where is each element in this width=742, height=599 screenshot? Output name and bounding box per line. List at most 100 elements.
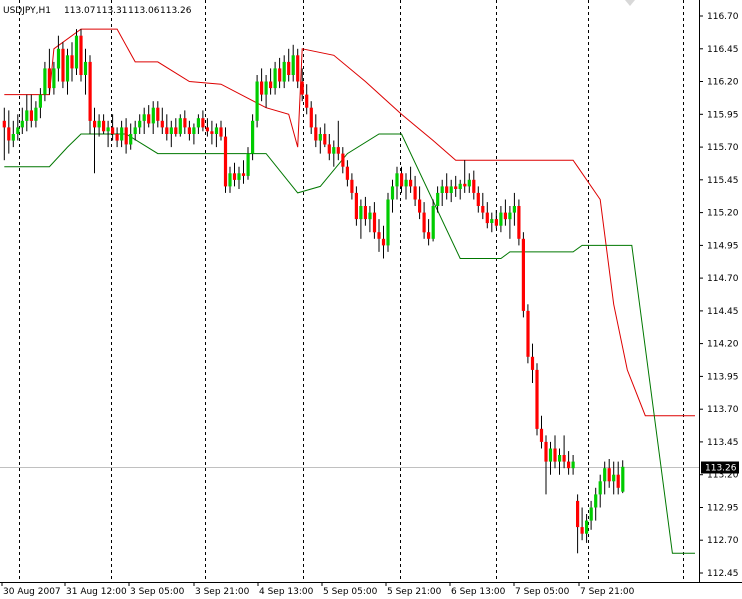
time-tick-label: 6 Sep 13:00 [451,587,506,597]
candle-body [454,186,458,189]
price-axis-labels: 116.70 116.45 116.20 115.95 115.70 115.45 115.… [699,12,739,579]
candle-body [174,127,178,134]
candle-body [147,114,151,124]
candle-body [481,206,485,213]
candle-body [201,118,205,128]
candle-body [354,192,358,220]
time-axis-labels: 30 Aug 2007 31 Aug 12:00 3 Sep 05:00 3 Sep … [1,582,635,597]
candle-body [246,153,250,176]
candle-body [598,481,602,495]
chart-header: USDJPY,H1 113.07 113.31 113.06 113.26 [3,6,192,16]
candle-body [124,127,128,145]
candle-body [214,127,219,134]
candle-body [440,186,444,193]
price-tick-label: 113.95 [707,372,739,382]
candle-body [571,461,575,469]
candle-body [102,120,106,132]
lower-channel-line [4,133,695,554]
candle-body [138,120,142,128]
candle-body [93,120,97,128]
time-tick-label: 5 Sep 21:00 [387,587,442,597]
candle-body [111,127,115,134]
candle-body [445,186,449,193]
candle-body [160,120,164,128]
candle-body [521,238,525,311]
price-tick-label: 112.95 [707,504,739,514]
time-tick-label: 30 Aug 2007 [3,587,61,597]
candle-body [508,212,512,220]
candle-body [61,48,65,82]
candle-body [129,134,133,145]
price-tick-label: 115.20 [707,209,739,219]
candle-body [548,448,553,462]
price-tick-label: 116.45 [707,45,739,55]
time-tick-label: 31 Aug 12:00 [66,587,127,597]
price-tick-label: 114.45 [707,307,739,317]
time-tick-label: 7 Sep 05:00 [515,587,570,597]
candle-body [156,107,160,121]
candle-body [287,61,291,75]
time-tick-label: 3 Sep 05:00 [130,587,185,597]
current-price-value: 113.26 [705,464,737,474]
candle-body [278,68,282,82]
candle-body [530,356,535,370]
candle-body [314,127,318,141]
candle-body [400,173,404,187]
candle-body [418,199,422,213]
price-tick-label: 116.70 [707,12,739,22]
candle-body [341,153,345,167]
candle-body [372,212,377,233]
price-tick-label: 113.20 [707,471,739,481]
candle-body [594,494,598,508]
candle-body [2,120,6,128]
candle-body [336,147,340,154]
candle-body [467,179,471,187]
candle-body [562,455,566,462]
candle-body [300,81,304,95]
candle-body [79,35,83,75]
candle-body [422,212,426,233]
candle-body [178,118,182,134]
candle-body [612,474,616,482]
candle-body [404,179,408,187]
candle-body [38,94,42,108]
chart-shift-marker-icon[interactable] [625,0,635,6]
candle-body [517,206,521,239]
candle-body [165,127,169,134]
candle-body [106,127,110,132]
candle-body [490,219,494,223]
candle-body [327,144,331,154]
candle-body [381,238,386,246]
header-high: 113.31 [96,6,128,16]
candle-body [499,212,503,226]
candle-body [503,212,507,220]
candle-body [359,206,363,220]
candle-body [241,173,246,176]
candle-body [603,468,607,482]
candle-body [255,81,259,121]
candle-body [273,68,277,89]
candle-body [97,120,101,128]
candle-body [74,35,79,69]
candle-body [558,455,562,462]
candle-body [535,369,539,429]
candle-body [282,61,286,82]
header-close: 113.26 [160,6,192,16]
candle-body [228,173,232,187]
price-tick-label: 112.70 [707,536,739,546]
candle-body [11,134,15,141]
candle-body [345,166,349,180]
candle-body [363,206,367,220]
candle-body [544,441,548,462]
candle-body [25,110,29,121]
candle-body [20,120,24,128]
candle-body [607,468,611,482]
candle-body [52,68,56,89]
candle-body [47,68,51,89]
candle-body [210,131,214,134]
candle-body [296,55,300,82]
price-tick-label: 115.45 [707,176,739,186]
upper-channel-line [4,28,695,417]
